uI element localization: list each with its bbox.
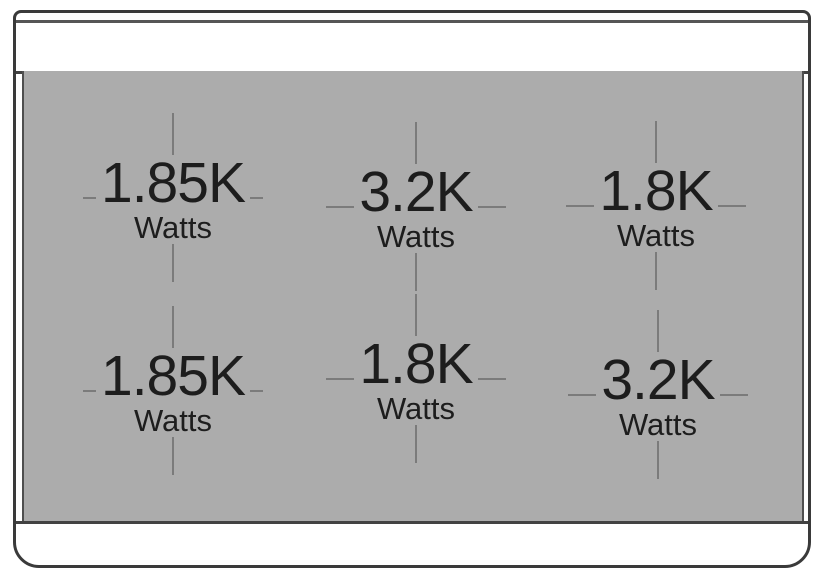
crosshair-arm-right xyxy=(478,206,506,208)
burner-watts-value: 1.8K xyxy=(359,332,473,396)
crosshair-arm-right xyxy=(478,378,506,380)
burner-top-right: 1.8K Watts xyxy=(546,118,766,294)
burner-top-left: 1.85K Watts xyxy=(63,110,283,286)
crosshair-arm-left xyxy=(83,197,96,199)
crosshair-arm-top xyxy=(657,310,659,352)
burner-top-center: 3.2K Watts xyxy=(306,119,526,295)
back-trim-line xyxy=(16,20,808,23)
crosshair-arm-top xyxy=(415,294,417,336)
burner-watts-unit: Watts xyxy=(133,210,213,245)
burner-watts-value: 1.85K xyxy=(101,151,246,215)
crosshair-arm-left xyxy=(566,205,594,207)
burner-bottom-center: 1.8K Watts xyxy=(306,291,526,467)
crosshair-arm-top xyxy=(172,113,174,155)
crosshair-arm-right xyxy=(250,197,263,199)
burner-watts-unit: Watts xyxy=(376,391,456,426)
crosshair-arm-top xyxy=(172,306,174,348)
cooktop-bottom-edge xyxy=(16,521,808,524)
burner-bottom-right: 3.2K Watts xyxy=(548,307,768,483)
burner-bottom-left: 1.85K Watts xyxy=(63,303,283,479)
burner-watts-value: 3.2K xyxy=(601,348,715,412)
crosshair-arm-right xyxy=(720,394,748,396)
burner-watts-value: 1.85K xyxy=(101,344,246,408)
burner-watts-value: 1.8K xyxy=(599,159,713,223)
crosshair-arm-left xyxy=(326,206,354,208)
cooktop-surface xyxy=(22,71,804,524)
burner-watts-unit: Watts xyxy=(133,403,213,438)
crosshair-arm-top xyxy=(415,122,417,164)
crosshair-arm-left xyxy=(326,378,354,380)
burner-watts-unit: Watts xyxy=(376,219,456,254)
crosshair-arm-bottom xyxy=(657,441,659,479)
burner-watts-unit: Watts xyxy=(616,218,696,253)
crosshair-arm-bottom xyxy=(415,253,417,291)
crosshair-arm-bottom xyxy=(655,252,657,290)
crosshair-arm-left xyxy=(568,394,596,396)
crosshair-arm-right xyxy=(718,205,746,207)
crosshair-arm-bottom xyxy=(415,425,417,463)
crosshair-arm-top xyxy=(655,121,657,163)
burner-watts-value: 3.2K xyxy=(359,160,473,224)
crosshair-arm-bottom xyxy=(172,244,174,282)
crosshair-arm-left xyxy=(83,390,96,392)
burner-watts-unit: Watts xyxy=(618,407,698,442)
crosshair-arm-bottom xyxy=(172,437,174,475)
crosshair-arm-right xyxy=(250,390,263,392)
